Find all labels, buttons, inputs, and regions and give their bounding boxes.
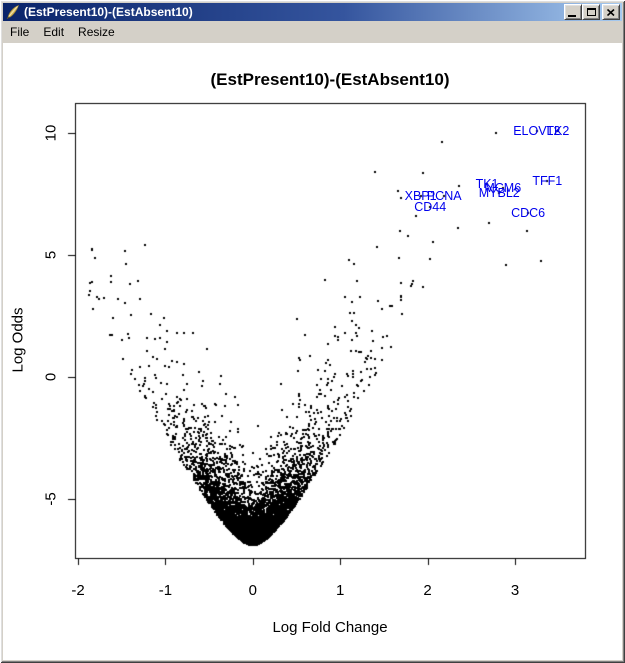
y-tick-label: 10: [42, 124, 60, 142]
gene-label: ELOVL2: [513, 124, 561, 139]
x-tick-label: 3: [510, 582, 520, 599]
x-axis-label: Log Fold Change: [272, 619, 388, 636]
gene-label: TK1: [475, 176, 499, 191]
x-tick-label: 0: [248, 582, 257, 599]
gene-label: CDC6: [511, 206, 546, 221]
x-tick-label: -1: [158, 582, 173, 599]
y-tick-label: 5: [42, 250, 60, 260]
gene-label: PCNA: [426, 188, 462, 203]
gene-label: TFF1: [532, 174, 563, 189]
plot-title: (EstPresent10)-(EstAbsent10): [210, 70, 450, 89]
x-tick-label: -2: [71, 582, 85, 599]
gene-label: MYBL2: [478, 186, 520, 201]
y-tick-label: 0: [42, 372, 60, 382]
gene-label: CD44: [414, 199, 447, 214]
gene-label: TK2: [546, 124, 570, 139]
x-tick-label: 1: [336, 582, 345, 599]
y-axis-label: Log Odds: [9, 307, 27, 373]
gene-label: MCM6: [484, 180, 522, 195]
y-tick-label: -5: [42, 492, 60, 506]
gene-label: XBP1: [404, 188, 437, 203]
x-tick-label: 2: [423, 582, 432, 599]
